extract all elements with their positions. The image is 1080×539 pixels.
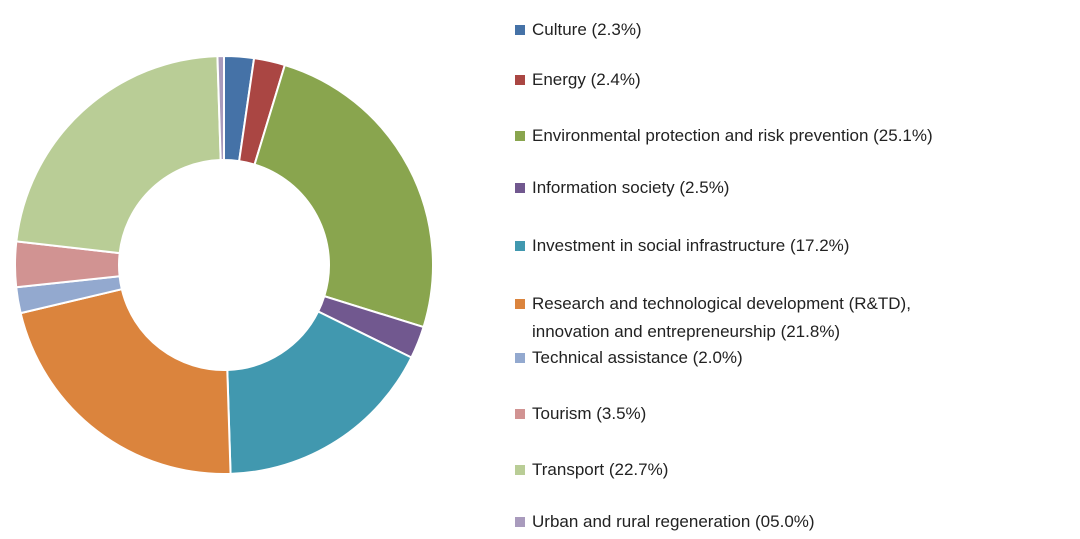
legend-label: Research and technological development (… xyxy=(532,294,911,341)
legend-label: Investment in social infrastructure (17.… xyxy=(532,236,850,255)
legend-item: Environmental protection and risk preven… xyxy=(515,122,990,150)
legend-swatch xyxy=(515,465,525,475)
donut-slice xyxy=(226,310,413,475)
chart xyxy=(14,54,434,475)
legend-item: Transport (22.7%) xyxy=(515,456,990,484)
legend-item: Culture (2.3%) xyxy=(515,16,990,44)
donut-slice xyxy=(15,55,222,255)
donut-slice xyxy=(253,63,434,329)
legend-item: Technical assistance (2.0%) xyxy=(515,344,990,372)
legend-label: Information society (2.5%) xyxy=(532,178,730,197)
legend-swatch xyxy=(515,25,525,35)
legend-item: Investment in social infrastructure (17.… xyxy=(515,232,990,260)
legend-label: Transport (22.7%) xyxy=(532,460,669,479)
legend-label: Energy (2.4%) xyxy=(532,70,641,89)
legend-swatch xyxy=(515,75,525,85)
legend-swatch xyxy=(515,241,525,251)
legend-swatch xyxy=(515,131,525,141)
legend-swatch xyxy=(515,517,525,527)
donut-slice xyxy=(216,54,225,162)
legend-item: Urban and rural regeneration (05.0%) xyxy=(515,508,990,536)
legend-label: Urban and rural regeneration (05.0%) xyxy=(532,512,815,531)
legend-swatch xyxy=(515,299,525,309)
legend-label: Tourism (3.5%) xyxy=(532,404,647,423)
legend-item: Tourism (3.5%) xyxy=(515,400,990,428)
legend-label: Technical assistance (2.0%) xyxy=(532,348,743,367)
donut-slice xyxy=(19,287,232,475)
legend-label: Culture (2.3%) xyxy=(532,20,642,39)
legend-item: Energy (2.4%) xyxy=(515,66,990,94)
legend-swatch xyxy=(515,353,525,363)
legend-swatch xyxy=(515,183,525,193)
legend-label: Environmental protection and risk preven… xyxy=(532,126,933,145)
legend-item: Research and technological development (… xyxy=(515,290,990,346)
legend-item: Information society (2.5%) xyxy=(515,174,990,202)
legend-swatch xyxy=(515,409,525,419)
